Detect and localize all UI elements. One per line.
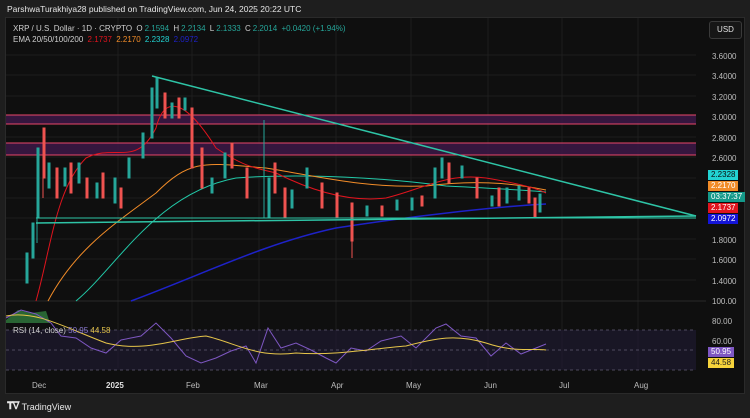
ohlc-high: 2.2134 xyxy=(181,24,206,33)
ema200-line xyxy=(130,203,547,302)
resistance-zone-lower xyxy=(6,142,696,156)
byline: ParshwaTurakhiya28 published on TradingV… xyxy=(7,4,302,14)
ema200-value: 2.0972 xyxy=(173,35,199,44)
ema200-price-tag: 2.0972 xyxy=(708,214,739,224)
rsi-legend[interactable]: RSI (14, close) 50.95 44.58 xyxy=(13,326,111,335)
resistance-zone-upper xyxy=(6,114,696,125)
candlesticks xyxy=(25,77,542,284)
support-line xyxy=(35,215,697,224)
ema-legend[interactable]: EMA 20/50/100/200 2.1737 2.2170 2.2328 2… xyxy=(13,35,199,44)
ema100-price-tag: 2.2328 xyxy=(708,170,739,180)
ema50-line xyxy=(47,163,547,302)
rsi-value-tag: 50.95 xyxy=(708,347,735,357)
rsi-ma-line xyxy=(6,314,547,355)
rsi-line xyxy=(6,309,547,365)
countdown-tag: 03:37:37 xyxy=(708,192,746,202)
symbol-legend: XRP / U.S. Dollar · 1D · CRYPTO O 2.1594 … xyxy=(13,24,346,44)
currency-button[interactable]: USD xyxy=(709,21,742,39)
tradingview-logo[interactable]: 𝐓∇ TradingView xyxy=(7,401,72,412)
ema100-value: 2.2328 xyxy=(144,35,170,44)
chart-frame: XRP / U.S. Dollar · 1D · CRYPTO O 2.1594 … xyxy=(5,17,746,394)
descending-trendline xyxy=(151,75,697,217)
ohlc-close: 2.2014 xyxy=(252,24,278,33)
ema50-price-tag: 2.2170 xyxy=(708,181,739,191)
ohlc-low: 2.1333 xyxy=(216,24,241,33)
ohlc-change: +0.0420 (+1.94%) xyxy=(281,24,346,33)
ema20-price-tag: 2.1737 xyxy=(708,203,739,213)
ema50-value: 2.2170 xyxy=(116,35,141,44)
rsi-ma-tag: 44.58 xyxy=(708,358,735,368)
rsi-value: 50.95 xyxy=(68,326,89,335)
price-chart[interactable] xyxy=(6,18,706,378)
rsi-ma-value: 44.58 xyxy=(90,326,111,335)
symbol-title: XRP / U.S. Dollar · 1D · CRYPTO xyxy=(13,24,133,33)
ema20-value: 2.1737 xyxy=(87,35,112,44)
ohlc-open: 2.1594 xyxy=(144,24,170,33)
tradingview-icon: 𝐓∇ xyxy=(7,401,20,412)
